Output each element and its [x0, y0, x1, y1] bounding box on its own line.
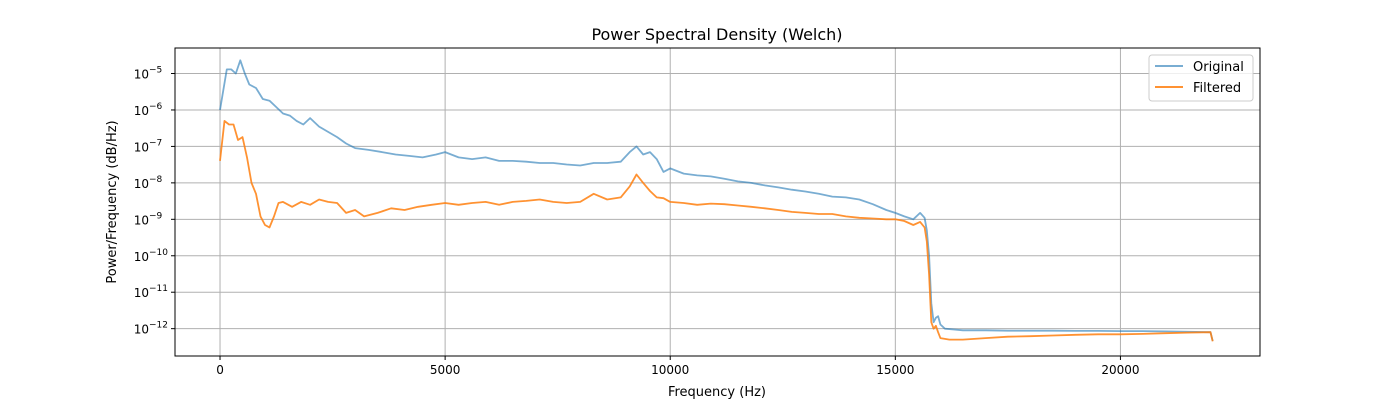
plot-area-frame — [174, 47, 1261, 357]
series-line-original — [219, 59, 1214, 342]
y-tick-label: 10 — [134, 250, 149, 264]
x-tick-label: 15000 — [876, 363, 914, 377]
x-tick-label: 5000 — [430, 363, 461, 377]
series-layer — [219, 59, 1214, 342]
y-tick-exponent: −12 — [149, 321, 168, 331]
y-tick-exponent: −9 — [149, 211, 163, 221]
y-tick-label: 10 — [134, 68, 149, 82]
y-tick-label: 10 — [134, 140, 149, 154]
x-tick-label: 20000 — [1101, 363, 1139, 377]
y-tick-exponent: −5 — [149, 66, 162, 76]
y-tick-exponent: −6 — [149, 102, 163, 112]
y-tick-label: 10 — [134, 323, 149, 337]
x-tick-label: 0 — [216, 363, 224, 377]
y-tick-exponent: −8 — [149, 175, 163, 185]
legend-label-original: Original — [1193, 60, 1244, 75]
grid — [175, 48, 1260, 356]
y-tick-label: 10 — [134, 286, 149, 300]
chart-title: Power Spectral Density (Welch) — [591, 25, 842, 44]
legend: Original Filtered — [1148, 54, 1254, 102]
y-tick-label: 10 — [134, 104, 149, 118]
y-tick-exponent: −10 — [149, 248, 168, 258]
y-tick-label: 10 — [134, 213, 149, 227]
y-tick-exponent: −7 — [149, 138, 162, 148]
x-axis-label: Frequency (Hz) — [668, 385, 766, 400]
y-tick-label: 10 — [134, 177, 149, 191]
legend-label-filtered: Filtered — [1193, 81, 1241, 96]
x-tick-label: 10000 — [651, 363, 689, 377]
x-axis-ticks: 0 5000 10000 15000 20000 — [216, 356, 1140, 377]
y-tick-exponent: −11 — [149, 284, 168, 294]
y-axis-label: Power/Frequency (dB/Hz) — [105, 120, 120, 283]
series-line-filtered — [219, 120, 1214, 342]
